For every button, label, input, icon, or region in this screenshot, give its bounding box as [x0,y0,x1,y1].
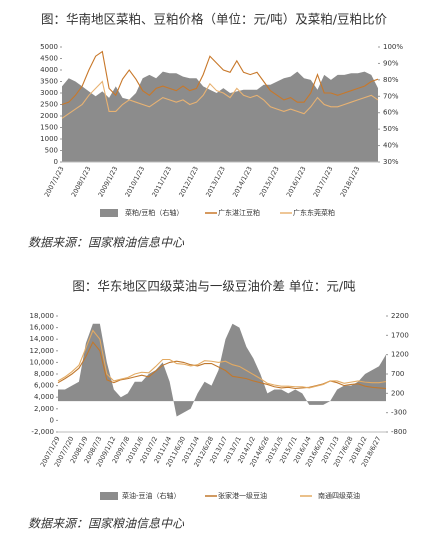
legend-label: 广东湛江豆粕 [218,208,260,217]
x-tick-label: 2015/1/23 [258,165,281,198]
y-tick-label: 18,000 [30,312,55,320]
x-tick-label: 2017/1/23 [312,165,335,198]
y-tick-label: 2000 [40,112,58,120]
area-series [58,323,386,417]
y2-tick-label: 30% [383,158,399,166]
y2-tick-label: 100% [383,43,403,51]
y-tick-label: 2500 [40,101,58,109]
y-tick-label: 1000 [40,135,58,143]
y-tick-label: 3000 [40,89,58,97]
y2-tick-label: 700 [391,370,404,378]
y-tick-label: 6,000 [34,382,54,390]
x-tick-label: 2016/1/23 [285,165,308,198]
y-tick-label: 14,000 [30,335,55,343]
y-tick-label: 12,000 [30,347,55,355]
legend-swatch [100,209,118,217]
x-tick-label: 2008/1/23 [70,165,93,198]
chart-title: 图：华南地区菜粕、豆粕价格（单位：元/吨）及菜粕/豆粕比价 [41,12,387,27]
y-tick-label: 500 [45,147,58,155]
y2-tick-label: 200 [391,389,404,397]
x-tick-label: 2014/1/23 [231,165,254,198]
source-note: 数据来源：国家粮油信息中心 [28,517,185,531]
y-tick-label: 8,000 [34,370,54,378]
x-tick-label: 2018/1/23 [339,165,362,198]
y-tick-label: 4,000 [34,393,54,401]
line-series [61,80,379,119]
legend-label: 菜粕/豆粕（右轴） [125,208,183,217]
y2-tick-label: 60% [383,109,399,117]
y2-tick-label: -800 [391,428,407,436]
y2-tick-label: 90% [383,59,399,67]
y-tick-label: 4500 [40,55,58,63]
y-tick-label: 4000 [40,66,58,74]
x-tick-label: 2011/1/23 [150,165,173,198]
chart-title: 图：华东地区四级菜油与一级豆油价差 单位：元/吨 [72,279,356,294]
y2-tick-label: 80% [383,76,399,84]
area-series [62,71,378,162]
source-note: 数据来源：国家粮油信息中心 [28,236,185,250]
y-tick-label: 3500 [40,78,58,86]
x-tick-label: 2009/1/23 [97,165,120,198]
y2-tick-label: 50% [383,125,399,133]
y-tick-label: 5000 [40,43,58,51]
x-tick-label: 2010/1/23 [123,165,146,198]
y-tick-label: 0 [50,416,54,424]
y-tick-label: 10,000 [30,358,55,366]
y-tick-label: 2,000 [34,405,54,413]
legend-label: 张家港一级豆油 [218,491,267,500]
y2-tick-label: -300 [391,409,407,417]
y-tick-label: 16,000 [30,324,55,332]
y2-tick-label: 40% [383,142,399,150]
x-tick-label: 2007/1/23 [43,165,66,198]
y2-tick-label: 1700 [391,331,409,339]
y2-tick-label: 70% [383,92,399,100]
y2-tick-label: 2200 [391,312,409,320]
x-tick-label: 2012/1/23 [177,165,200,198]
y-tick-label: 1500 [40,124,58,132]
y2-tick-label: 1200 [391,351,409,359]
y-tick-label: -2,000 [31,428,54,436]
legend-swatch [100,492,118,500]
line-series [57,329,387,389]
y-tick-label: 0 [54,158,58,166]
legend-label: 菜油-豆油（右轴） [122,491,181,500]
legend-label: 南通四级菜油 [318,491,360,500]
line-series [61,50,379,106]
x-tick-label: 2013/1/23 [204,165,227,198]
legend-label: 广东东莞菜粕 [293,208,335,217]
